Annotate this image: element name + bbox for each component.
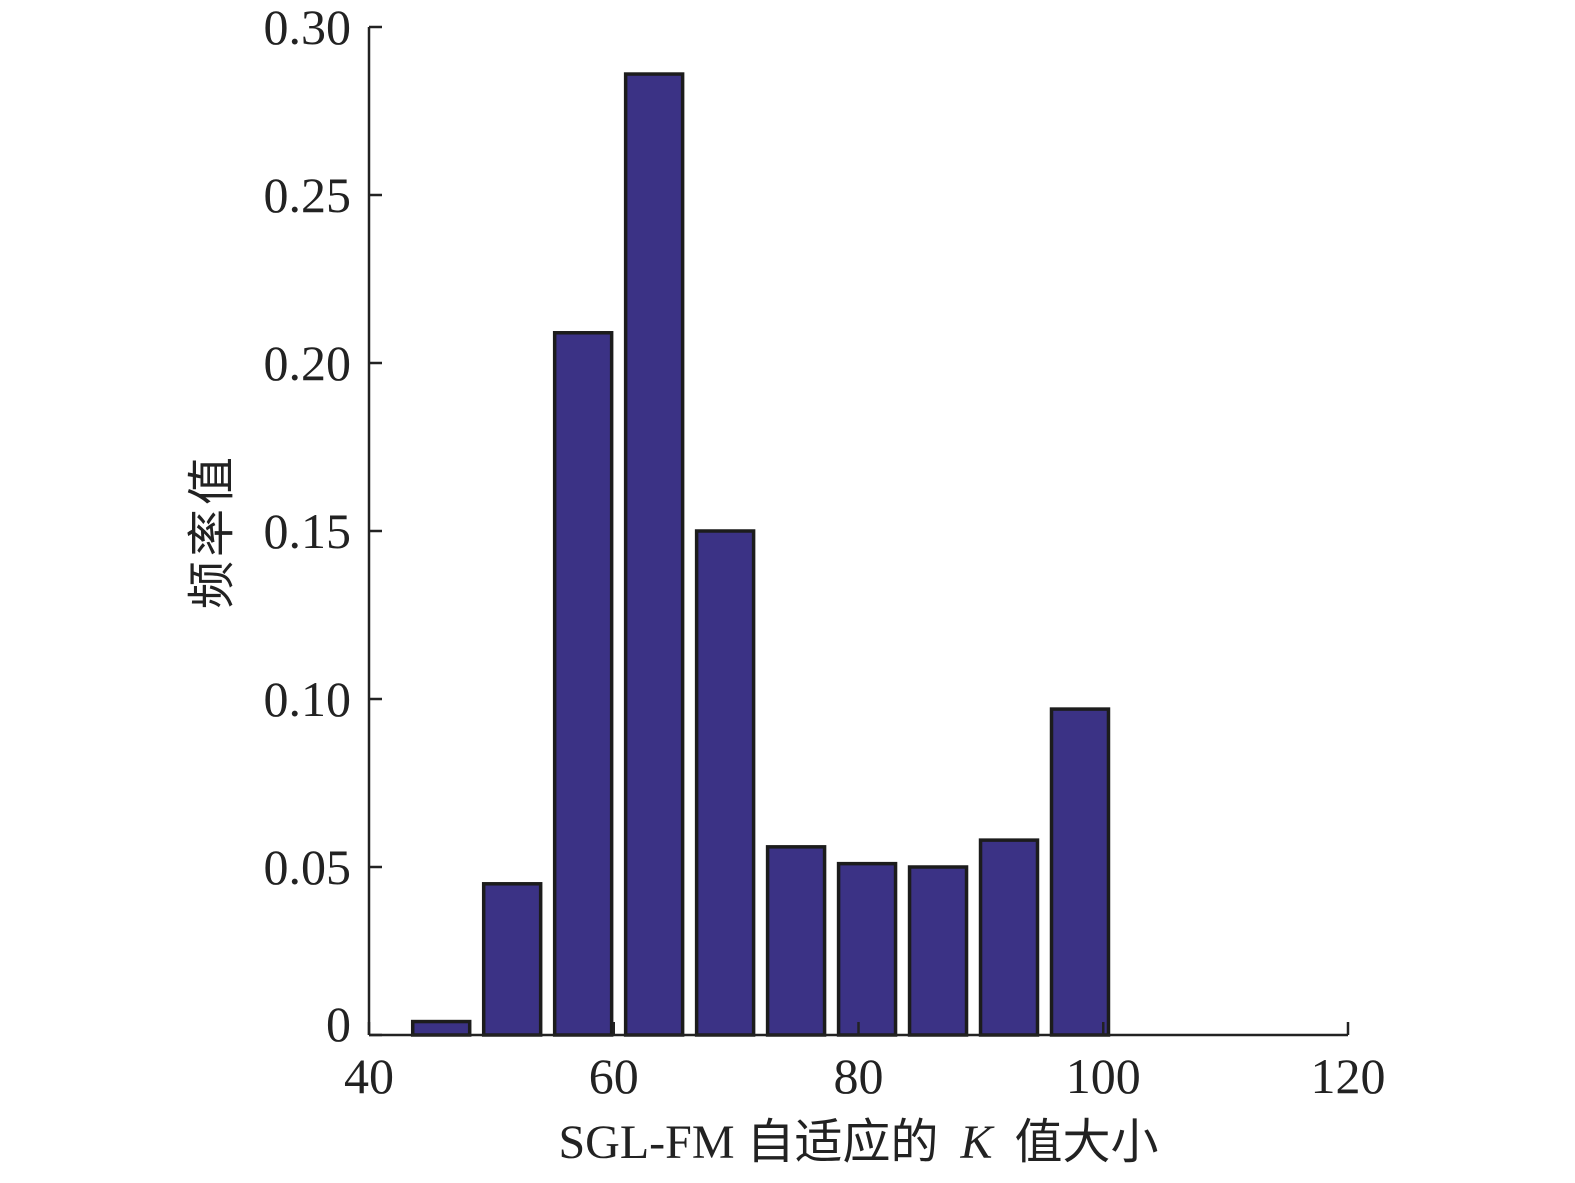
x-axis-title: SGL-FM 自适应的 K 值大小 xyxy=(558,1116,1158,1169)
y-tick-label: 0.30 xyxy=(264,0,352,55)
bar-7 xyxy=(836,861,898,1037)
y-tick-label: 0.10 xyxy=(264,671,352,727)
x-tick-label: 100 xyxy=(1066,1048,1141,1104)
bar-6 xyxy=(765,845,827,1037)
y-tick-label: 0.25 xyxy=(264,167,352,223)
bar-4 xyxy=(623,72,685,1037)
bar-9 xyxy=(978,838,1040,1037)
x-axis-ticks: 40 60 80 100 120 xyxy=(344,1022,1386,1104)
x-tick-label: 120 xyxy=(1311,1048,1386,1104)
bar-10 xyxy=(1049,707,1111,1037)
x-axis-title-suffix: 值大小 xyxy=(1015,1116,1159,1169)
bar-2 xyxy=(481,882,543,1037)
y-tick-label: 0 xyxy=(326,996,351,1052)
bars-group xyxy=(410,72,1111,1037)
x-axis-title-prefix: SGL-FM 自适应的 xyxy=(558,1116,938,1169)
x-axis-title-variable: K xyxy=(960,1116,996,1169)
x-tick-label: 40 xyxy=(344,1048,394,1104)
y-axis-ticks: 0 0.05 0.10 0.15 0.20 0.25 0.30 xyxy=(264,0,382,1052)
bar-1 xyxy=(410,1019,472,1037)
bar-5 xyxy=(694,529,756,1037)
x-tick-label: 80 xyxy=(834,1048,884,1104)
x-tick-label: 60 xyxy=(589,1048,639,1104)
y-axis-title: 频率值 xyxy=(186,453,239,609)
y-tick-label: 0.05 xyxy=(264,839,352,895)
bar-8 xyxy=(907,865,969,1037)
y-tick-label: 0.15 xyxy=(264,503,352,559)
bar-3 xyxy=(552,331,614,1037)
y-tick-label: 0.20 xyxy=(264,335,352,391)
